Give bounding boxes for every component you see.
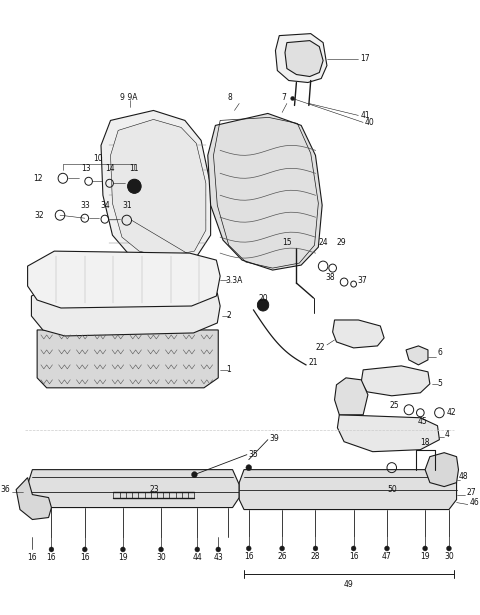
Circle shape xyxy=(313,546,318,551)
Circle shape xyxy=(49,547,54,552)
Text: 30: 30 xyxy=(156,553,166,562)
Text: 16: 16 xyxy=(80,553,90,562)
Circle shape xyxy=(192,472,197,478)
Circle shape xyxy=(83,547,87,552)
Polygon shape xyxy=(239,470,456,510)
Text: 50: 50 xyxy=(387,485,396,494)
Circle shape xyxy=(446,546,451,551)
Polygon shape xyxy=(28,470,239,507)
Polygon shape xyxy=(425,453,458,486)
Text: 20: 20 xyxy=(258,293,268,303)
Circle shape xyxy=(280,546,285,551)
Text: 47: 47 xyxy=(382,552,392,561)
Text: 40: 40 xyxy=(365,118,375,127)
Text: 46: 46 xyxy=(470,498,480,507)
Text: 17: 17 xyxy=(360,54,370,63)
Text: 34: 34 xyxy=(100,200,110,210)
Polygon shape xyxy=(361,366,430,396)
Text: 28: 28 xyxy=(311,552,320,561)
Text: 43: 43 xyxy=(214,553,223,562)
Text: 23: 23 xyxy=(149,485,159,494)
Text: 15: 15 xyxy=(282,237,292,247)
Text: 41: 41 xyxy=(360,111,370,120)
Polygon shape xyxy=(335,378,368,415)
Polygon shape xyxy=(110,119,206,257)
Polygon shape xyxy=(16,478,51,520)
Text: 19: 19 xyxy=(118,553,128,562)
Text: 6: 6 xyxy=(437,348,443,357)
Circle shape xyxy=(257,299,269,311)
Circle shape xyxy=(246,465,252,470)
Text: 27: 27 xyxy=(466,488,476,497)
Polygon shape xyxy=(406,346,428,365)
Circle shape xyxy=(384,546,389,551)
Polygon shape xyxy=(37,330,218,388)
Text: 16: 16 xyxy=(244,552,253,561)
Polygon shape xyxy=(208,113,322,270)
Text: 4: 4 xyxy=(444,430,449,439)
Text: 49: 49 xyxy=(344,580,354,589)
Text: 24: 24 xyxy=(318,237,328,247)
Text: 1: 1 xyxy=(226,365,230,375)
Text: 33: 33 xyxy=(80,200,90,210)
Polygon shape xyxy=(333,320,384,348)
Text: 7: 7 xyxy=(282,93,287,102)
Polygon shape xyxy=(31,283,220,336)
Circle shape xyxy=(216,547,221,552)
Text: 19: 19 xyxy=(420,552,430,561)
Circle shape xyxy=(159,547,164,552)
Text: 16: 16 xyxy=(349,552,359,561)
Polygon shape xyxy=(101,111,211,263)
Text: 45: 45 xyxy=(418,417,427,426)
Text: 11: 11 xyxy=(130,164,139,173)
Text: 16: 16 xyxy=(27,553,37,562)
Text: 31: 31 xyxy=(122,200,132,210)
Text: 26: 26 xyxy=(277,552,287,561)
Text: 13: 13 xyxy=(81,164,91,173)
Text: 21: 21 xyxy=(309,359,318,367)
Text: 18: 18 xyxy=(420,438,430,447)
Circle shape xyxy=(128,180,141,193)
Text: 48: 48 xyxy=(458,472,468,481)
Text: 5: 5 xyxy=(437,379,443,388)
Circle shape xyxy=(195,547,200,552)
Circle shape xyxy=(423,546,428,551)
Text: 30: 30 xyxy=(444,552,454,561)
Text: 36: 36 xyxy=(0,485,11,494)
Polygon shape xyxy=(28,251,220,308)
Circle shape xyxy=(351,546,356,551)
Text: 16: 16 xyxy=(47,553,56,562)
Polygon shape xyxy=(337,415,439,451)
Text: 14: 14 xyxy=(105,164,114,173)
Text: 37: 37 xyxy=(358,276,367,285)
Text: 10: 10 xyxy=(93,154,103,163)
Text: 38: 38 xyxy=(325,272,335,282)
Text: 3.3A: 3.3A xyxy=(226,276,243,285)
Text: 9: 9 xyxy=(119,93,124,102)
Text: 29: 29 xyxy=(336,237,346,247)
Text: 8: 8 xyxy=(228,93,232,102)
Circle shape xyxy=(120,547,125,552)
Circle shape xyxy=(291,97,295,100)
Polygon shape xyxy=(285,41,323,76)
Text: 39: 39 xyxy=(270,434,279,443)
Text: 22: 22 xyxy=(315,343,325,352)
Text: 42: 42 xyxy=(447,408,456,417)
Text: 9A: 9A xyxy=(125,93,137,102)
Text: 32: 32 xyxy=(34,211,44,220)
Polygon shape xyxy=(276,34,327,82)
Circle shape xyxy=(246,546,251,551)
Text: 35: 35 xyxy=(249,450,259,459)
Text: 25: 25 xyxy=(390,401,399,410)
Text: 2: 2 xyxy=(227,311,231,320)
Text: 12: 12 xyxy=(33,174,43,183)
Text: 44: 44 xyxy=(192,553,202,562)
